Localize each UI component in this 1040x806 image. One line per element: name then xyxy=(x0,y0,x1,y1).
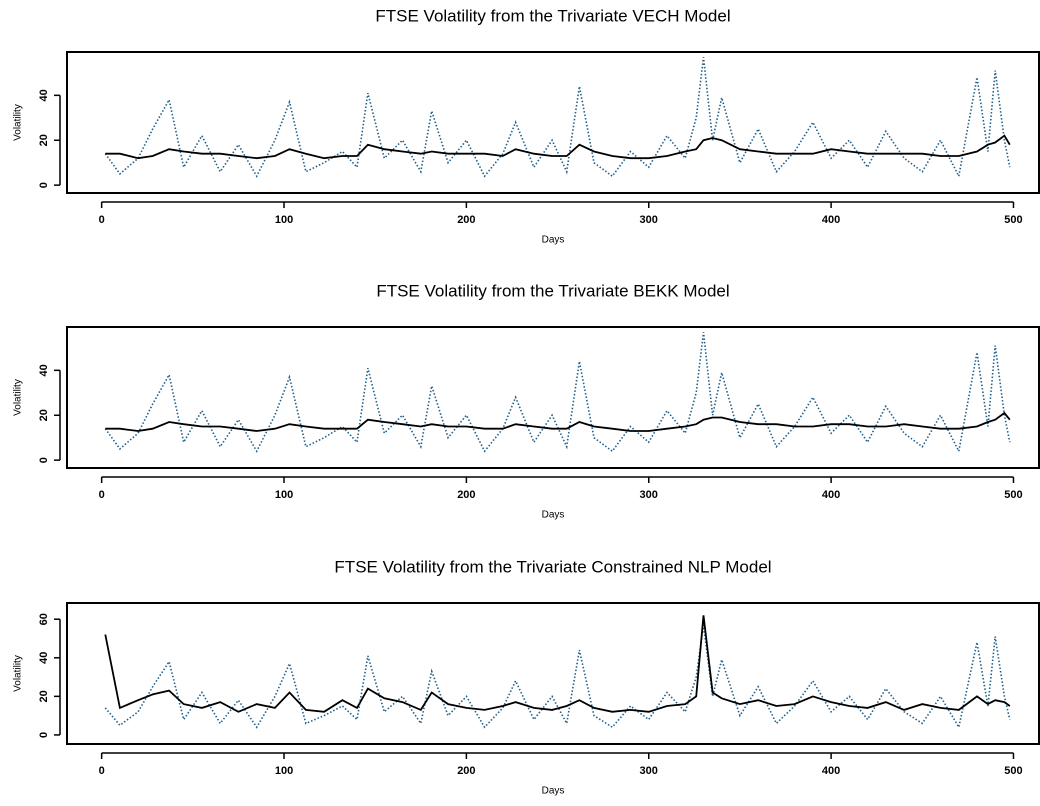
x-tick-label: 300 xyxy=(640,765,658,777)
series-line xyxy=(105,411,1011,432)
chart-title: FTSE Volatility from the Trivariate BEKK… xyxy=(376,281,729,300)
x-tick-label: 500 xyxy=(1004,765,1022,777)
x-tick-label: 100 xyxy=(275,214,293,226)
plot-frame xyxy=(66,326,1040,469)
series-line xyxy=(104,332,1011,454)
y-axis-label: Volatility xyxy=(13,655,24,692)
chart-title: FTSE Volatility from the Trivariate VECH… xyxy=(375,6,730,25)
x-tick-label: 300 xyxy=(640,214,658,226)
series-line xyxy=(104,624,1011,730)
x-tick-label: 300 xyxy=(640,489,658,501)
x-tick-label: 400 xyxy=(822,214,840,226)
x-tick-label: 100 xyxy=(275,765,293,777)
plot-frame xyxy=(66,51,1040,194)
y-tick-label: 20 xyxy=(38,409,50,421)
y-axis-label: Volatility xyxy=(13,379,24,416)
y-tick-label: 60 xyxy=(38,613,50,625)
series-line xyxy=(105,134,1011,160)
y-tick-label: 20 xyxy=(38,690,50,702)
x-tick-label: 400 xyxy=(822,489,840,501)
y-tick-label: 20 xyxy=(38,134,50,146)
x-tick-label: 0 xyxy=(99,489,105,501)
y-tick-label: 40 xyxy=(38,89,50,101)
y-tick-label: 40 xyxy=(38,652,50,664)
x-tick-label: 200 xyxy=(457,489,475,501)
series-line xyxy=(104,57,1011,179)
x-tick-label: 200 xyxy=(457,214,475,226)
series-line xyxy=(104,615,1011,713)
x-axis-label: Days xyxy=(542,510,565,521)
x-tick-label: 500 xyxy=(1004,489,1022,501)
x-tick-label: 400 xyxy=(822,765,840,777)
x-tick-label: 0 xyxy=(99,765,105,777)
y-tick-label: 0 xyxy=(38,732,50,738)
x-tick-label: 500 xyxy=(1004,214,1022,226)
y-tick-label: 0 xyxy=(38,457,50,463)
y-tick-label: 0 xyxy=(38,182,50,188)
y-axis-label: Volatility xyxy=(13,104,24,141)
plot-frame xyxy=(66,602,1040,745)
y-tick-label: 40 xyxy=(38,364,50,376)
x-tick-label: 200 xyxy=(457,765,475,777)
x-axis-label: Days xyxy=(542,235,565,246)
x-axis-label: Days xyxy=(542,786,565,797)
x-tick-label: 0 xyxy=(99,214,105,226)
chart-title: FTSE Volatility from the Trivariate Cons… xyxy=(334,557,771,576)
x-tick-label: 100 xyxy=(275,489,293,501)
